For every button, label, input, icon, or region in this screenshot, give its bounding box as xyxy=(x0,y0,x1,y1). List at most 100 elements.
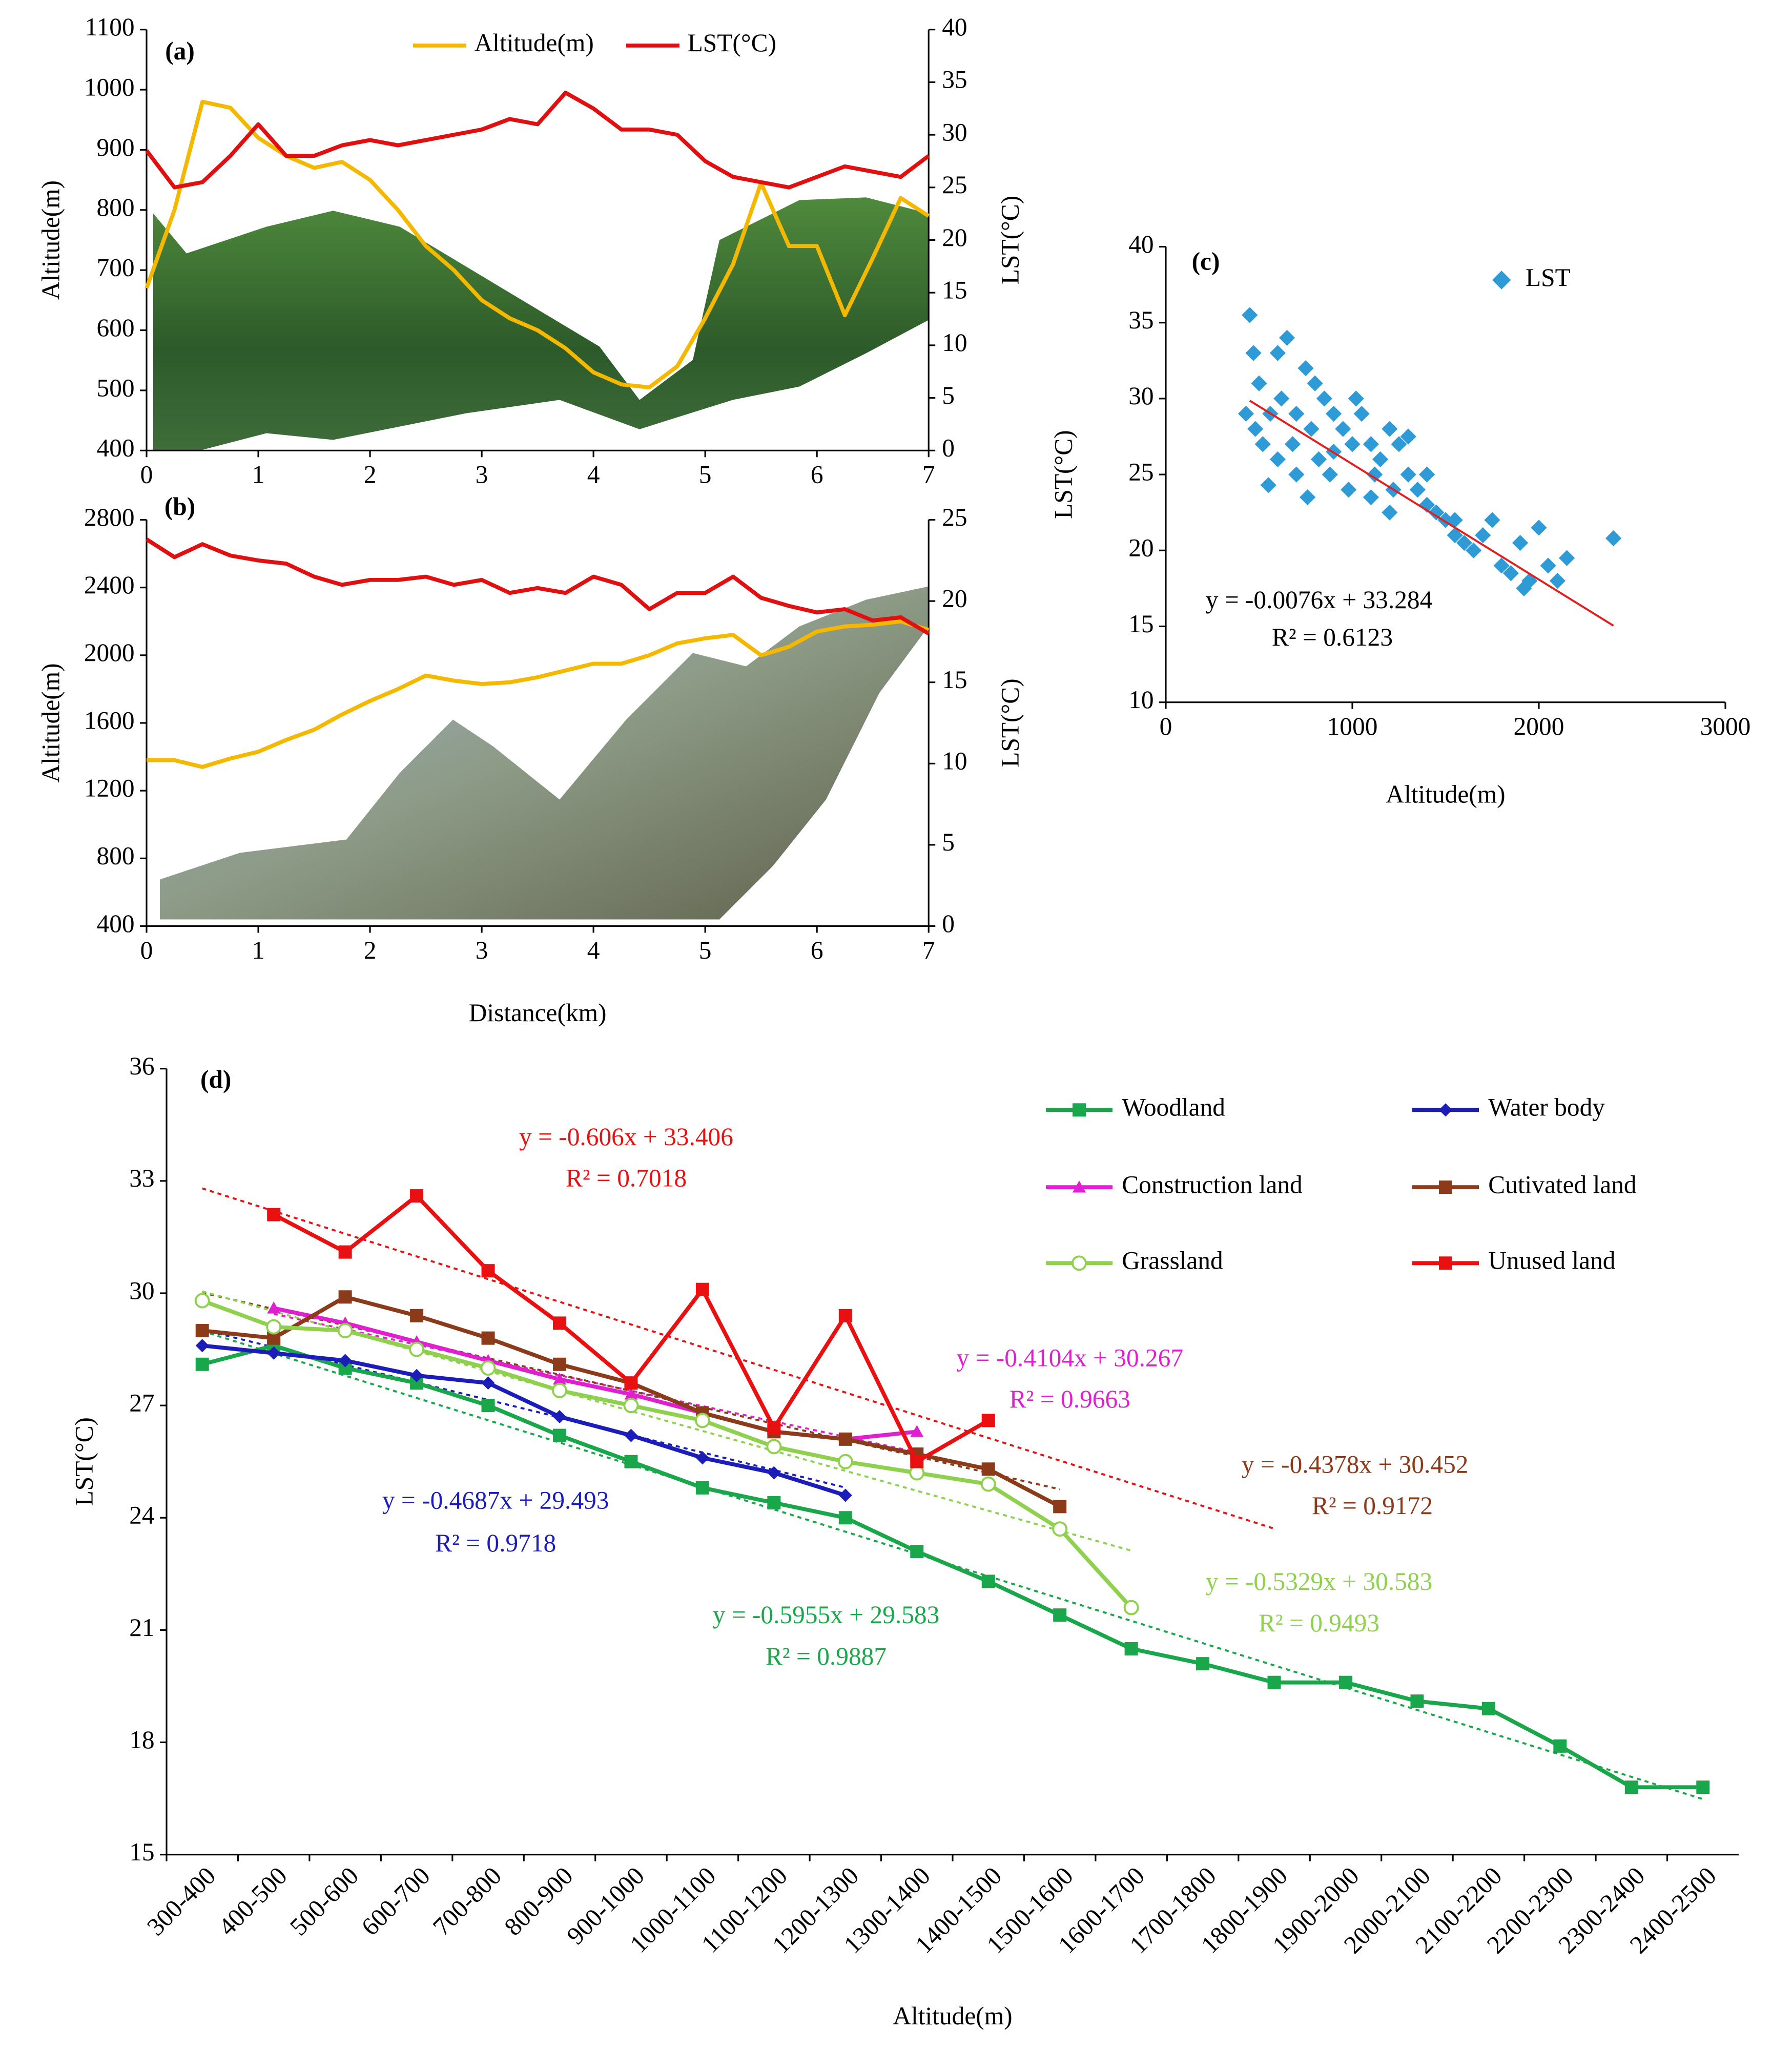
data-point xyxy=(624,1455,638,1468)
data-point xyxy=(267,1346,281,1360)
y-axis-title: LST(°C) xyxy=(70,1417,98,1506)
annotation: y = -0.5329x + 30.583 xyxy=(1206,1567,1433,1596)
legend-label: Unused land xyxy=(1488,1247,1616,1275)
terrain-image xyxy=(160,586,929,920)
y-tick-label: 10 xyxy=(1128,686,1153,714)
data-point xyxy=(338,1354,352,1367)
y2-tick-label: 10 xyxy=(942,747,967,775)
x-axis-title: Altitude(m) xyxy=(893,2002,1012,2030)
y-tick-label: 2400 xyxy=(84,571,135,599)
y-tick-label: 900 xyxy=(97,133,135,161)
series-line xyxy=(147,619,930,769)
x-tick-label: 2 xyxy=(364,461,377,489)
annotation: y = -0.4104x + 30.267 xyxy=(957,1343,1184,1372)
scatter-point xyxy=(1242,307,1258,323)
data-point xyxy=(838,1309,852,1322)
data-point xyxy=(266,1319,282,1335)
data-point xyxy=(267,1301,281,1314)
y2-tick-label: 20 xyxy=(942,223,967,252)
scatter-point xyxy=(1540,557,1556,574)
data-point xyxy=(980,1476,996,1492)
scatter-point xyxy=(1310,451,1327,468)
data-point xyxy=(837,1454,853,1469)
legend-label: Cutivated land xyxy=(1488,1170,1637,1198)
data-point xyxy=(481,1376,495,1390)
data-point xyxy=(410,1309,424,1322)
y-tick-label: 21 xyxy=(129,1613,154,1642)
data-point xyxy=(767,1496,781,1510)
y-tick-label: 18 xyxy=(129,1726,154,1754)
y2-axis-title: LST(°C) xyxy=(996,678,1024,767)
y-tick-label: 30 xyxy=(1128,382,1153,410)
data-point xyxy=(838,1511,852,1525)
scatter-point xyxy=(1484,512,1500,528)
x-tick-label: 4 xyxy=(587,936,600,964)
y-tick-label: 400 xyxy=(97,434,135,462)
data-point xyxy=(480,1360,496,1376)
data-point xyxy=(409,1341,425,1357)
data-point xyxy=(481,1399,495,1413)
annotation: R² = 0.6123 xyxy=(1272,623,1393,651)
data-point xyxy=(838,1432,852,1446)
annotation: y = -0.4687x + 29.493 xyxy=(382,1486,609,1515)
scatter-point xyxy=(1326,405,1342,422)
scatter-point xyxy=(1363,436,1379,452)
scatter-point xyxy=(1316,390,1332,407)
y-axis-title: Altitude(m) xyxy=(36,663,65,782)
y-tick-label: 36 xyxy=(129,1052,154,1080)
series-line xyxy=(145,537,930,635)
legend-marker xyxy=(1073,1180,1086,1193)
y2-tick-label: 10 xyxy=(942,328,967,357)
y2-tick-label: 30 xyxy=(942,118,967,146)
legend-swatch xyxy=(1492,271,1511,289)
data-point xyxy=(410,1369,424,1382)
annotation: y = -0.4378x + 30.452 xyxy=(1242,1450,1469,1478)
y-tick-label: 15 xyxy=(129,1838,154,1866)
x-tick-label: 700-800 xyxy=(427,1861,507,1941)
y-tick-label: 800 xyxy=(97,193,135,221)
x-tick-label: 7 xyxy=(922,461,935,489)
series-line xyxy=(145,91,930,190)
data-point xyxy=(553,1357,566,1371)
data-point xyxy=(195,1324,209,1338)
y-tick-label: 30 xyxy=(129,1276,154,1304)
y-tick-label: 700 xyxy=(97,254,135,282)
scatter-point xyxy=(1251,375,1267,391)
data-point xyxy=(767,1466,781,1480)
legend-marker xyxy=(1439,1180,1452,1194)
scatter-point xyxy=(1363,489,1379,506)
y-tick-label: 24 xyxy=(129,1501,154,1529)
x-tick-label: 500-600 xyxy=(284,1861,364,1941)
data-point xyxy=(553,1410,566,1424)
data-point xyxy=(981,1574,995,1588)
y-tick-label: 35 xyxy=(1128,306,1153,334)
y2-tick-label: 5 xyxy=(942,381,955,409)
data-point xyxy=(695,1282,709,1296)
y-tick-label: 15 xyxy=(1128,610,1153,638)
scatter-point xyxy=(1348,390,1364,407)
y-tick-label: 400 xyxy=(97,909,135,938)
data-point xyxy=(553,1316,566,1330)
x-tick-label: 2000 xyxy=(1514,712,1564,740)
x-tick-label: 0 xyxy=(140,461,153,489)
data-point xyxy=(337,1323,353,1338)
data-point xyxy=(1624,1780,1638,1794)
scatter-point xyxy=(1559,550,1575,566)
x-tick-label: 5 xyxy=(699,936,712,964)
scatter-point xyxy=(1300,489,1316,506)
panel-label: (c) xyxy=(1192,247,1220,276)
data-point xyxy=(410,1189,424,1203)
data-point xyxy=(1553,1739,1567,1753)
y-axis-title: Altitude(m) xyxy=(36,180,65,300)
y2-tick-label: 25 xyxy=(942,503,967,531)
data-point xyxy=(1196,1657,1210,1671)
scatter-point xyxy=(1335,421,1351,437)
y-tick-label: 40 xyxy=(1128,230,1153,258)
scatter-point xyxy=(1447,512,1463,528)
y-tick-label: 1100 xyxy=(85,13,135,41)
annotation: R² = 0.9493 xyxy=(1259,1609,1379,1637)
data-point xyxy=(553,1372,566,1385)
data-point xyxy=(910,1545,924,1559)
legend-marker xyxy=(1439,1256,1452,1270)
